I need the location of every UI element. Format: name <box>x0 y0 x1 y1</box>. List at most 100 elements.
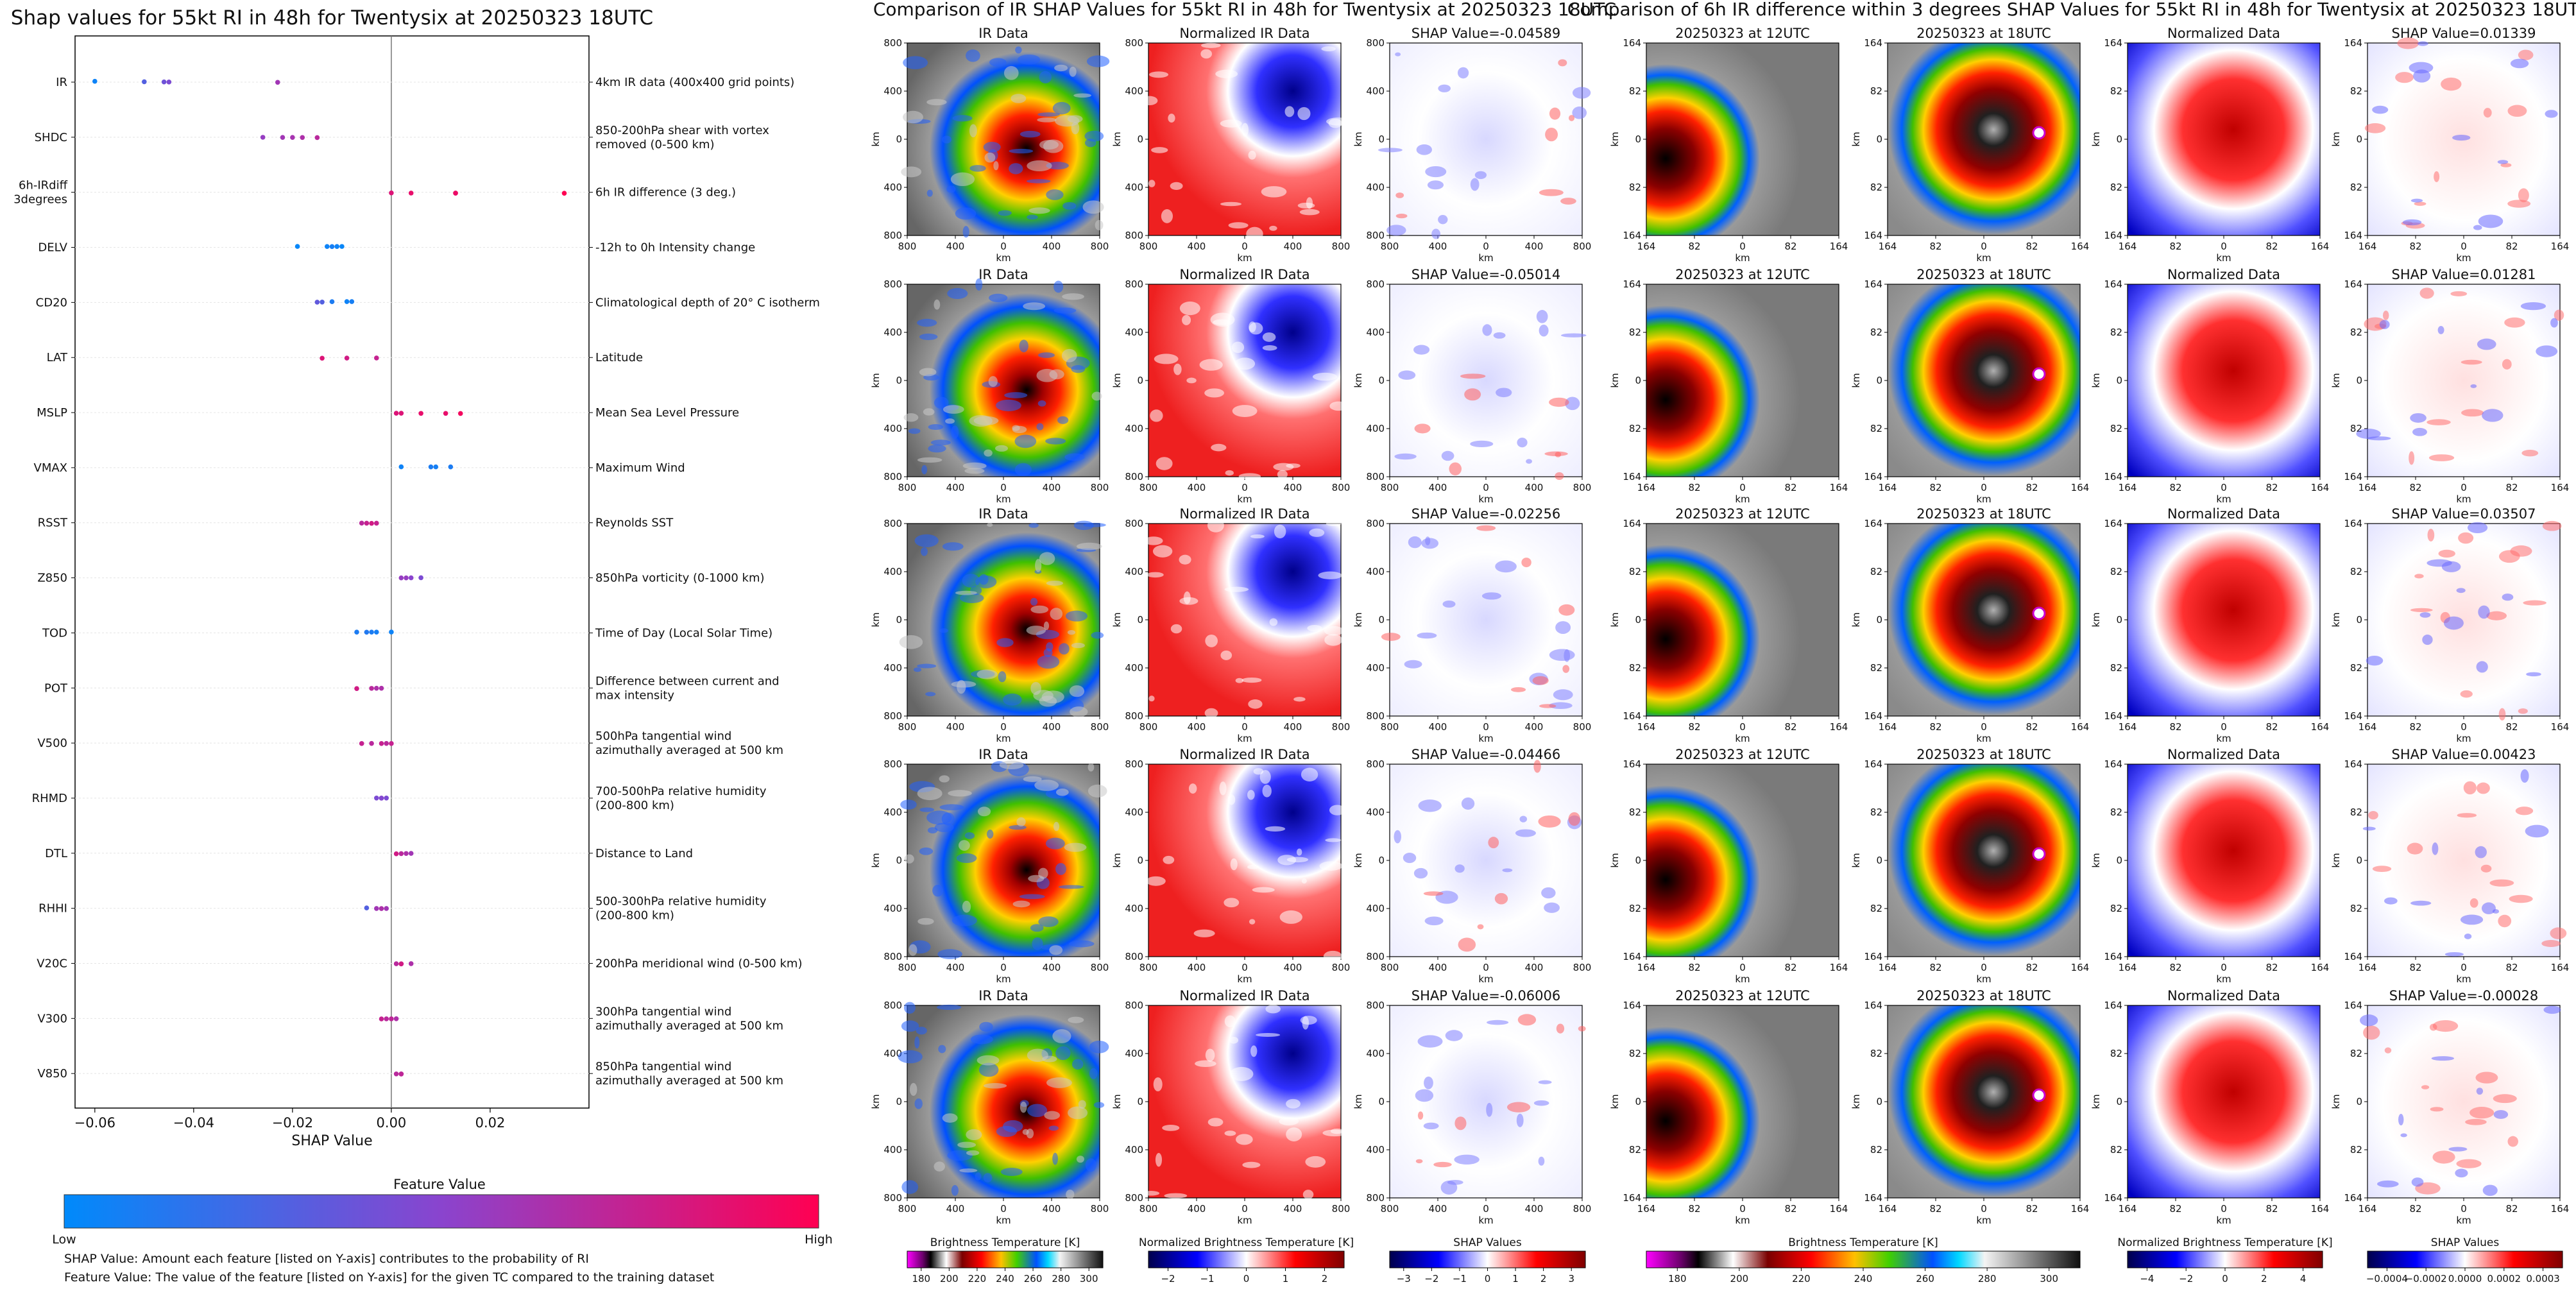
heatmap-y-tick-label: 0 <box>2356 133 2362 145</box>
diff-shap-blob <box>2443 616 2464 630</box>
normalized-ir-blob <box>1164 1193 1188 1199</box>
heatmap-x-tick-label: 800 <box>1381 241 1399 252</box>
heatmap-x-tick-label: 400 <box>1284 482 1302 493</box>
normalized-ir-blob <box>1299 209 1320 216</box>
ir-shap-blob <box>1457 67 1469 79</box>
shap-point <box>408 575 414 581</box>
heatmap-x-label: km <box>996 493 1011 505</box>
heatmap-y-tick-label: 164 <box>1864 1192 1882 1204</box>
feature-description: Latitude <box>595 351 643 364</box>
panel2-title: Comparison of IR SHAP Values for 55kt RI… <box>873 0 1616 20</box>
feature-description: 200hPa meridional wind (0-500 km) <box>595 957 802 970</box>
diff-shap-blob <box>2475 1071 2498 1084</box>
shap-point <box>324 244 330 249</box>
normalized-ir-blob <box>1249 321 1256 332</box>
diff-shap-blob <box>2448 1147 2468 1152</box>
heatmap-x-label: km <box>1976 493 1991 505</box>
ir-cloud-blob <box>1073 93 1092 98</box>
diff-shap-blob <box>2400 1133 2407 1138</box>
feature-description: azimuthally averaged at 500 km <box>595 1019 783 1032</box>
ir-cloud-blob <box>909 1082 917 1096</box>
heatmap-x-tick-label: 164 <box>2071 721 2090 733</box>
ir-shap-blob <box>1487 1020 1509 1025</box>
ir-shap-blob <box>1438 84 1451 92</box>
heatmap-y-tick-label: 0 <box>2116 1096 2122 1107</box>
normalized-ir-blob <box>1229 1066 1254 1081</box>
ir-cloud-blob <box>1048 1125 1059 1131</box>
ir-cloud-blob <box>1088 762 1095 772</box>
heatmap-y-tick-label: 82 <box>1870 566 1882 577</box>
ir-cloud-blob <box>917 318 937 327</box>
heatmap-y-tick-label: 82 <box>1629 903 1641 914</box>
ir-cloud-blob <box>1071 121 1080 135</box>
heatmap-x-tick-label: 82 <box>1784 721 1796 733</box>
normalized-ir-title: Normalized IR Data <box>1179 747 1309 762</box>
colorbar-tick-label: 220 <box>1792 1273 1811 1285</box>
ir-cloud-blob <box>1062 201 1077 210</box>
heatmap-x-tick-label: 400 <box>946 962 965 973</box>
heatmap-y-tick-label: 164 <box>2104 471 2122 482</box>
diff-shap-blob <box>2356 429 2381 439</box>
x-tick-label: −0.04 <box>173 1115 214 1131</box>
heatmap-y-tick-label: 82 <box>2350 182 2362 193</box>
heatmap-x-tick-label: 800 <box>1381 721 1399 733</box>
colorbar-high-label: High <box>805 1233 833 1247</box>
ir-cloud-blob <box>919 807 935 812</box>
diff-shap-blob <box>2507 105 2527 117</box>
ir-cloud-blob <box>1037 352 1055 358</box>
ir-cloud-blob <box>996 1125 1018 1137</box>
normalized-ir-blob <box>1228 222 1249 229</box>
heatmap-y-tick-label: 400 <box>883 85 902 97</box>
normalized-ir-blob <box>1170 182 1183 190</box>
heatmap-y-label: km <box>1111 853 1123 867</box>
normalized-diff-heatmap <box>2128 1005 2320 1198</box>
diff-shap-blob <box>2482 409 2503 422</box>
ir-cloud-blob <box>946 185 956 193</box>
heatmap-x-label: km <box>1478 493 1493 505</box>
ir-shap-blob <box>1539 189 1564 196</box>
heatmap-x-tick-label: 0 <box>1241 962 1248 973</box>
normalized-ir-blob <box>1297 107 1311 121</box>
feature-description: 6h IR difference (3 deg.) <box>595 186 736 200</box>
diff-shap-blob <box>2432 1020 2459 1032</box>
heatmap-y-tick-label: 400 <box>883 1048 902 1059</box>
normalized-ir-blob <box>1325 838 1342 842</box>
heatmap-y-tick-label: 164 <box>2104 951 2122 962</box>
heatmap-x-label: km <box>1976 252 1991 264</box>
heatmap-y-tick-label: 400 <box>1125 182 1143 193</box>
heatmap-y-label: km <box>1850 1094 1862 1109</box>
diff-shap-blob <box>2398 1113 2404 1125</box>
ir-shap-blob <box>1404 660 1422 669</box>
diff-shap-blob <box>2476 1088 2484 1095</box>
feature-label: 6h-IRdiff <box>19 179 68 192</box>
ir-cloud-blob <box>914 1036 920 1049</box>
heatmap-x-tick-label: 800 <box>1573 482 1592 493</box>
normalized-ir-blob <box>1207 518 1224 533</box>
ir-cloud-blob <box>1069 940 1095 948</box>
ir-shap-blob <box>1418 799 1442 812</box>
normalized-ir-blob <box>1220 650 1233 660</box>
normalized-ir-blob <box>1220 201 1242 207</box>
heatmap-y-tick-label: 400 <box>883 662 902 674</box>
diff-shap-blob <box>2409 62 2434 74</box>
heatmap-y-tick-label: 164 <box>2344 471 2362 482</box>
storm-center-marker <box>2032 606 2046 620</box>
ir-cloud-blob <box>925 692 936 697</box>
normalized-ir-title: Normalized IR Data <box>1179 988 1309 1003</box>
normalized-ir-blob <box>1262 332 1276 342</box>
diff-shap-blob <box>2545 110 2558 118</box>
heatmap-y-tick-label: 800 <box>1125 230 1143 241</box>
colorbar-tick-label: 4 <box>2300 1273 2307 1285</box>
heatmap-y-tick-label: 400 <box>1366 423 1385 434</box>
x-tick-label: −0.02 <box>272 1115 313 1131</box>
ir-cloud-blob <box>1070 706 1088 717</box>
heatmap-x-tick-label: 164 <box>2358 482 2377 493</box>
normalized-ir-blob <box>1324 626 1344 636</box>
heatmap-y-tick-label: 82 <box>2110 807 2122 818</box>
heatmap-y-tick-label: 82 <box>2110 423 2122 434</box>
diff-shap-blob <box>2493 1094 2517 1104</box>
shap-point <box>393 961 399 966</box>
shap-point <box>320 299 325 305</box>
shap-point <box>398 1071 404 1077</box>
heatmap-x-tick-label: 0 <box>2461 721 2467 733</box>
